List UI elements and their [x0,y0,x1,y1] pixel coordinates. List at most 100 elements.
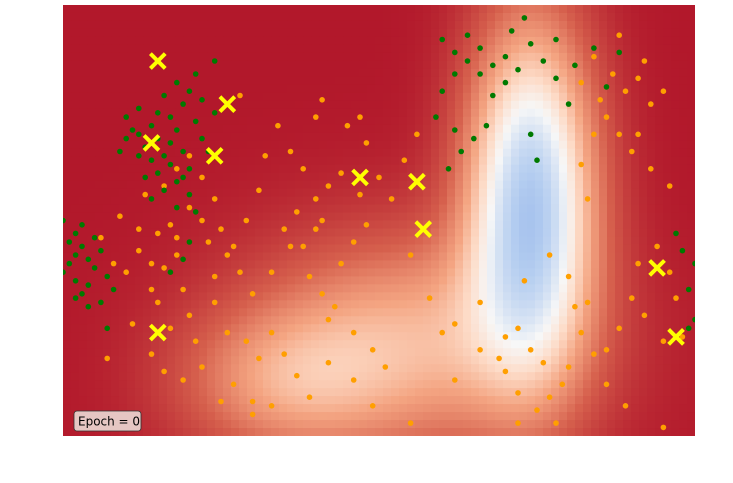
heatmap-cell [167,276,176,285]
heatmap-cell [351,308,360,317]
heatmap-cell [271,212,280,222]
heatmap-cell [551,148,560,158]
heatmap-cell [663,332,672,341]
heatmap-cell [655,108,664,118]
data-point [294,209,300,215]
heatmap-cell [103,220,112,230]
heatmap-cell [191,12,200,22]
heatmap-cell [655,148,664,158]
heatmap-cell [295,36,304,46]
heatmap-cell [431,364,440,373]
heatmap-cell [543,12,552,22]
heatmap-cell [511,420,520,429]
heatmap-cell [383,228,392,238]
heatmap-cell [583,132,592,142]
heatmap-cell [167,148,176,158]
heatmap-cell [631,188,640,198]
heatmap-cell [383,68,392,78]
heatmap-cell [311,116,320,126]
heatmap-cell [551,348,560,357]
heatmap-cell [591,108,600,118]
heatmap-cell [503,68,512,78]
heatmap-cell [655,124,664,134]
heatmap-cell [623,148,632,158]
heatmap-cell [439,284,448,293]
heatmap-cell [255,148,264,158]
heatmap-cell [311,132,320,142]
heatmap-cell [359,164,368,174]
heatmap-cell [567,404,576,413]
heatmap-cell [311,300,320,309]
heatmap-cell [143,220,152,230]
heatmap-cell [535,388,544,397]
heatmap-cell [191,316,200,325]
heatmap-cell [559,148,568,158]
heatmap-cell [231,284,240,293]
heatmap-cell [207,68,216,78]
heatmap-cell [415,140,424,150]
heatmap-cell [175,292,184,301]
heatmap-cell [631,340,640,349]
heatmap-cell [607,76,616,86]
heatmap-cell [151,220,160,230]
heatmap-cell [671,236,680,246]
heatmap-cell [479,5,488,14]
heatmap-cell [79,404,88,413]
heatmap-cell [271,356,280,365]
data-point [110,260,117,267]
heatmap-cell [271,156,280,166]
heatmap-cell [151,340,160,349]
heatmap-cell [359,260,368,269]
heatmap-cell [71,380,80,389]
heatmap-cell [431,420,440,429]
heatmap-cell [599,372,608,381]
heatmap-cell [311,124,320,134]
heatmap-cell [87,132,96,142]
heatmap-cell [295,204,304,214]
heatmap-cell [151,236,160,246]
heatmap-cell [615,92,624,102]
heatmap-cell [495,196,504,206]
heatmap-cell [255,132,264,142]
heatmap-cell [583,212,592,222]
heatmap-cell [639,212,648,222]
heatmap-cell [151,76,160,86]
heatmap-cell [639,332,648,341]
heatmap-cell [95,156,104,166]
heatmap-cell [551,44,560,54]
heatmap-cell [607,372,616,381]
heatmap-cell [255,228,264,238]
data-point [155,110,161,116]
heatmap-cell [639,68,648,78]
heatmap-cell [479,388,488,397]
heatmap-cell [399,108,408,118]
data-point [218,226,224,232]
heatmap-cell [495,148,504,158]
heatmap-cell [375,396,384,405]
heatmap-cell [623,196,632,206]
heatmap-cell [247,20,256,30]
data-point [350,377,357,383]
heatmap-cell [679,292,688,301]
heatmap-cell [391,236,400,246]
heatmap-cell [63,172,72,182]
data-point [104,355,110,362]
heatmap-cell [671,204,680,214]
heatmap-cell [607,92,616,102]
heatmap-cell [79,52,88,62]
heatmap-cell [143,228,152,238]
heatmap-cell [631,324,640,333]
heatmap-cell [271,92,280,102]
heatmap-cell [415,204,424,214]
heatmap-cell [71,60,80,70]
heatmap-cell [559,364,568,373]
heatmap-cell [263,108,272,118]
heatmap-cell [575,68,584,78]
heatmap-cell [359,84,368,94]
heatmap-cell [407,372,416,381]
heatmap-cell [495,364,504,373]
x-marker [408,172,426,191]
heatmap-cell [223,196,232,206]
heatmap-cell [207,84,216,94]
heatmap-cell [215,364,224,373]
